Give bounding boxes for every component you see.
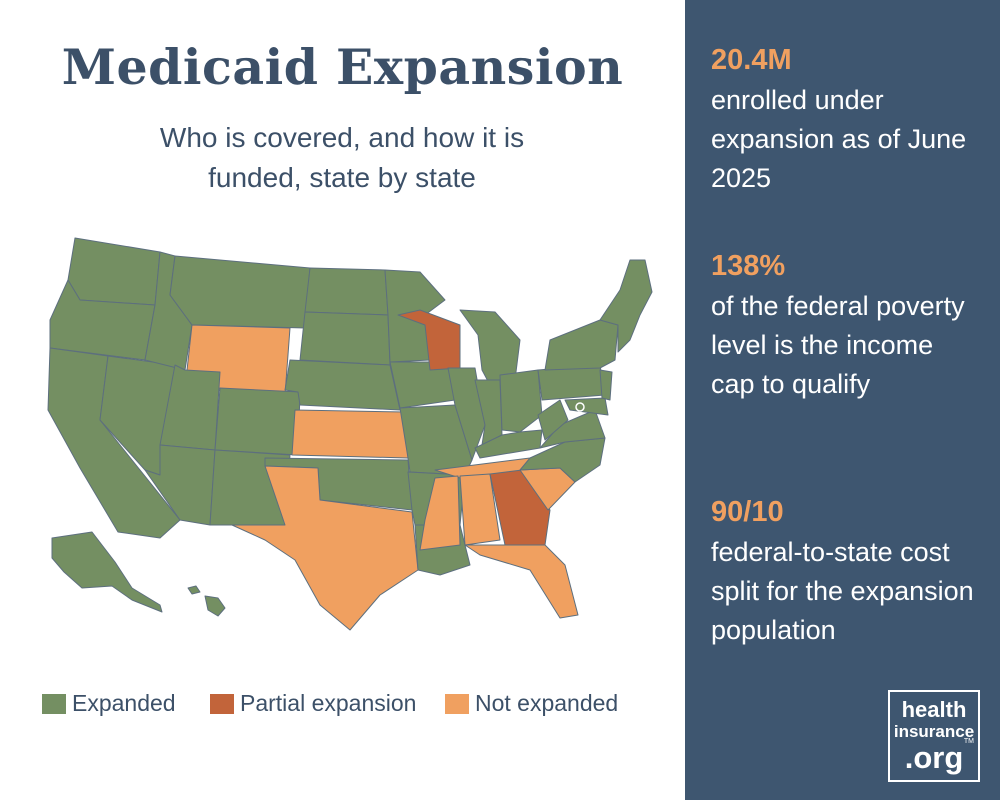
stat-cost-split: 90/10 federal-to-state cost split for th… [711, 496, 981, 650]
stat-income-cap-value: 138% [711, 250, 786, 282]
state-FL [464, 544, 579, 619]
state-SD [299, 311, 391, 366]
state-AK [51, 531, 163, 613]
us-map [47, 237, 653, 631]
legend-label-not-expanded: Not expanded [475, 690, 619, 716]
state-ND [304, 267, 389, 316]
state-CO [214, 387, 301, 456]
logo-line-org: .org [904, 740, 964, 775]
logo-line-health: health [901, 697, 967, 722]
left-panel: Medicaid Expansion Who is covered, and h… [42, 38, 662, 720]
legend: Expanded Partial expansion Not expanded [42, 690, 662, 720]
legend-label-expanded: Expanded [72, 690, 176, 716]
stat-income-cap: 138% of the federal poverty level is the… [711, 250, 981, 404]
state-NE [284, 359, 401, 411]
logo-line-insurance: insurance [893, 722, 975, 741]
state-WV [537, 399, 569, 441]
healthinsurance-logo: health insurance .org TM [888, 690, 980, 782]
legend-item-partial: Partial expansion [210, 690, 416, 717]
state-MD [564, 397, 609, 416]
legend-item-expanded: Expanded [42, 690, 176, 717]
stat-enrollment-description: enrolled under expansion as of June 2025 [711, 85, 967, 193]
stat-cost-split-description: federal-to-state cost split for the expa… [711, 537, 974, 645]
stat-income-cap-description: of the federal poverty level is the inco… [711, 291, 965, 399]
stat-cost-split-value: 90/10 [711, 496, 784, 528]
state-NE-region [599, 259, 653, 353]
stats-panel: 20.4M enrolled under expansion as of Jun… [685, 0, 1000, 800]
state-MT [169, 255, 311, 329]
state-IL [447, 367, 486, 461]
state-MS [419, 475, 461, 551]
state-TX [231, 465, 419, 631]
legend-item-not-expanded: Not expanded [445, 690, 618, 717]
page-title: Medicaid Expansion [61, 38, 624, 96]
state-OH [499, 369, 543, 433]
state-AL [459, 473, 501, 546]
state-UT [159, 364, 221, 451]
state-NJ [599, 369, 613, 401]
state-KS [291, 409, 409, 459]
legend-swatch-partial [210, 693, 234, 714]
dc-marker [575, 402, 585, 412]
state-WA [67, 237, 161, 306]
legend-swatch-not-expanded [445, 693, 469, 714]
state-NY [544, 319, 619, 371]
legend-label-partial: Partial expansion [240, 690, 417, 716]
logo-trademark: TM [963, 738, 974, 745]
stat-enrollment-value: 20.4M [711, 44, 792, 76]
state-HI [187, 585, 226, 617]
stat-enrollment: 20.4M enrolled under expansion as of Jun… [711, 44, 981, 198]
legend-swatch-expanded [42, 693, 66, 714]
page-subtitle: Who is covered, and how it is funded, st… [159, 122, 525, 193]
